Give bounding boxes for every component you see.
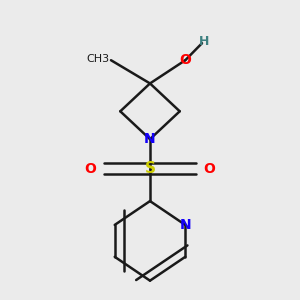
Text: N: N (144, 132, 156, 146)
Text: O: O (85, 162, 97, 176)
Text: O: O (203, 162, 215, 176)
Text: O: O (179, 53, 191, 67)
Text: S: S (145, 161, 155, 176)
Text: H: H (199, 35, 209, 48)
Text: CH3: CH3 (86, 54, 109, 64)
Text: N: N (179, 218, 191, 232)
